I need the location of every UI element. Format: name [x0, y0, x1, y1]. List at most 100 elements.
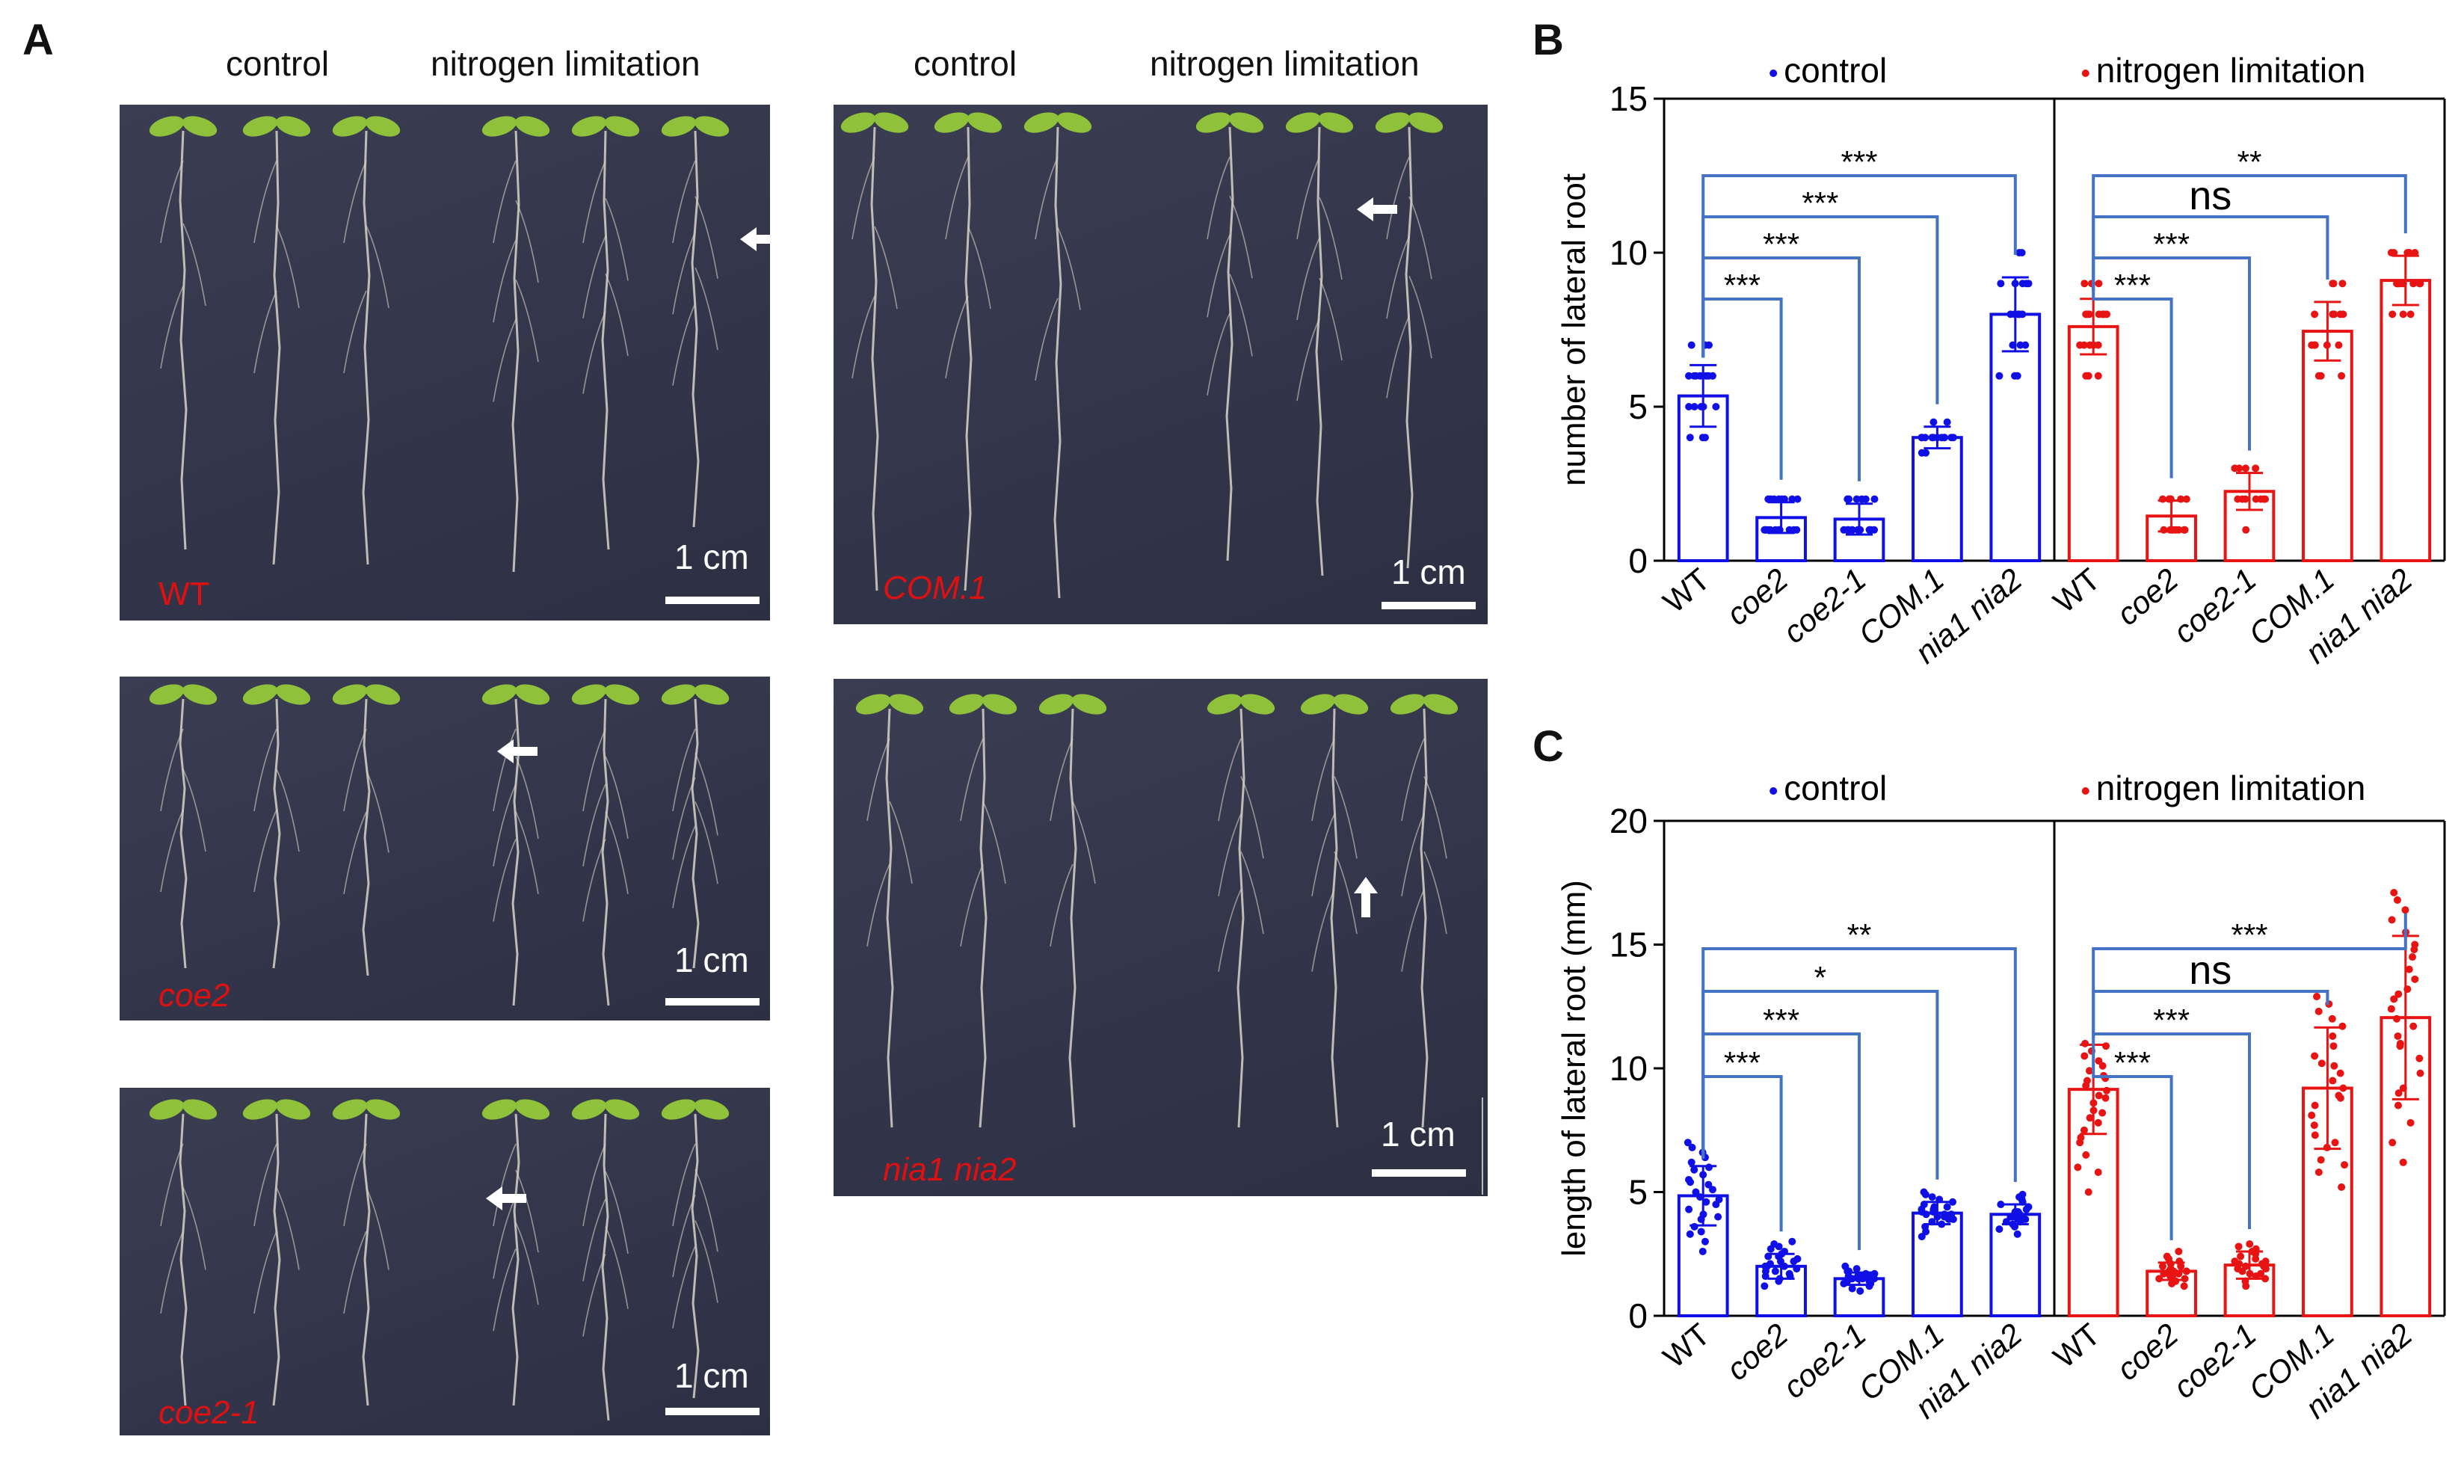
data-point	[1766, 1260, 1774, 1268]
x-tick-label: coe2-1	[1776, 1317, 1873, 1406]
significance-label: ***	[1763, 227, 1799, 262]
data-point	[2182, 495, 2190, 503]
significance-label: ***	[2153, 227, 2190, 262]
lateral-root	[276, 1187, 300, 1270]
seedling-photo-coe2: coe2 1 cm	[120, 677, 770, 1020]
data-point	[2094, 1169, 2102, 1177]
data-point	[2314, 1169, 2323, 1177]
arrow-icon	[486, 1186, 526, 1210]
cotyledon	[275, 684, 311, 705]
data-point	[2018, 280, 2027, 288]
data-point	[1685, 1205, 1693, 1213]
data-point	[1697, 1228, 1705, 1236]
lateral-root	[1401, 813, 1425, 896]
lateral-root	[160, 1143, 184, 1227]
data-point	[1780, 1262, 1788, 1270]
lateral-root	[343, 160, 367, 244]
data-point	[1935, 1195, 1944, 1204]
data-point	[1938, 1220, 1946, 1228]
data-point	[1920, 1201, 1928, 1209]
cotyledon	[1207, 694, 1242, 715]
lateral-root	[1240, 851, 1264, 935]
lateral-root	[366, 225, 389, 309]
lateral-root	[1386, 315, 1410, 398]
lateral-root	[515, 1222, 539, 1305]
legend-marker	[2081, 787, 2089, 795]
header-right-nitrogen: nitrogen limitation	[1150, 44, 1420, 83]
cotyledon	[571, 684, 607, 705]
significance-bracket	[2092, 291, 2173, 478]
primary-root	[1068, 708, 1077, 1128]
data-point	[1788, 1237, 1796, 1246]
seedling	[1195, 112, 1264, 561]
seedling	[661, 684, 730, 969]
seedling-photo-coe2-1: coe2-1 1 cm	[120, 1088, 770, 1435]
data-point	[1922, 1210, 1930, 1219]
seedling	[571, 1099, 640, 1421]
primary-root	[1330, 708, 1339, 1128]
data-point	[1786, 1272, 1794, 1281]
lateral-root	[515, 200, 539, 283]
genotype-label: coe2-1	[158, 1394, 259, 1431]
data-point	[2403, 985, 2412, 994]
data-point	[2080, 1052, 2089, 1060]
lateral-root	[493, 239, 517, 323]
significance-bracket	[1701, 174, 2017, 358]
data-point	[2317, 1059, 2326, 1068]
seedling	[332, 1099, 401, 1406]
data-point	[1775, 1252, 1783, 1260]
data-point	[2242, 526, 2250, 534]
lateral-root	[672, 1143, 696, 1227]
data-point	[1943, 418, 1951, 426]
data-point	[2077, 1133, 2085, 1142]
cotyledon	[514, 116, 550, 137]
data-point	[1704, 372, 1713, 380]
data-point	[1793, 1265, 1801, 1273]
data-point	[1701, 434, 1709, 442]
data-point	[2166, 526, 2175, 534]
lateral-root	[694, 753, 718, 836]
cotyledon	[332, 684, 368, 705]
lateral-root	[343, 290, 367, 374]
data-point	[2089, 1106, 2098, 1115]
y-tick-label: 15	[1610, 926, 1648, 964]
header-left-nitrogen: nitrogen limitation	[431, 44, 700, 83]
lateral-root	[1401, 889, 1425, 972]
seedling	[840, 112, 909, 591]
lateral-root	[1408, 196, 1432, 280]
data-point	[2399, 1158, 2407, 1166]
lateral-root	[851, 156, 875, 240]
seedling	[1390, 694, 1459, 1128]
data-point	[1712, 403, 1720, 410]
lateral-root	[182, 223, 206, 307]
lateral-root	[1334, 851, 1358, 935]
lateral-root	[1319, 277, 1343, 361]
lateral-root	[1229, 195, 1253, 279]
scale-bar	[1382, 602, 1476, 609]
primary-root	[511, 1113, 520, 1406]
lateral-root	[1296, 237, 1320, 321]
data-point	[1852, 1265, 1861, 1273]
data-point	[2169, 1267, 2178, 1275]
y-tick-label: 20	[1610, 801, 1648, 840]
data-point	[1845, 495, 1853, 503]
cotyledon	[571, 116, 607, 137]
significance-label: ***	[1802, 185, 1838, 221]
legend-marker	[2081, 70, 2089, 77]
data-point	[2080, 280, 2089, 288]
data-point	[1943, 1203, 1951, 1211]
cotyledon	[365, 1099, 401, 1120]
significance-label: ***	[1763, 1003, 1799, 1038]
data-point	[1844, 526, 1852, 534]
data-point	[2241, 464, 2249, 472]
cotyledon	[1228, 112, 1264, 133]
data-point	[2388, 1139, 2397, 1147]
legend-label: control	[1784, 51, 1887, 90]
data-point	[2405, 249, 2413, 256]
data-point	[2008, 1213, 2016, 1221]
significance-bracket	[1701, 298, 1783, 480]
data-point	[1949, 1198, 1957, 1206]
bar	[2067, 324, 2119, 562]
data-point	[2011, 280, 2019, 288]
cotyledon	[661, 684, 697, 705]
